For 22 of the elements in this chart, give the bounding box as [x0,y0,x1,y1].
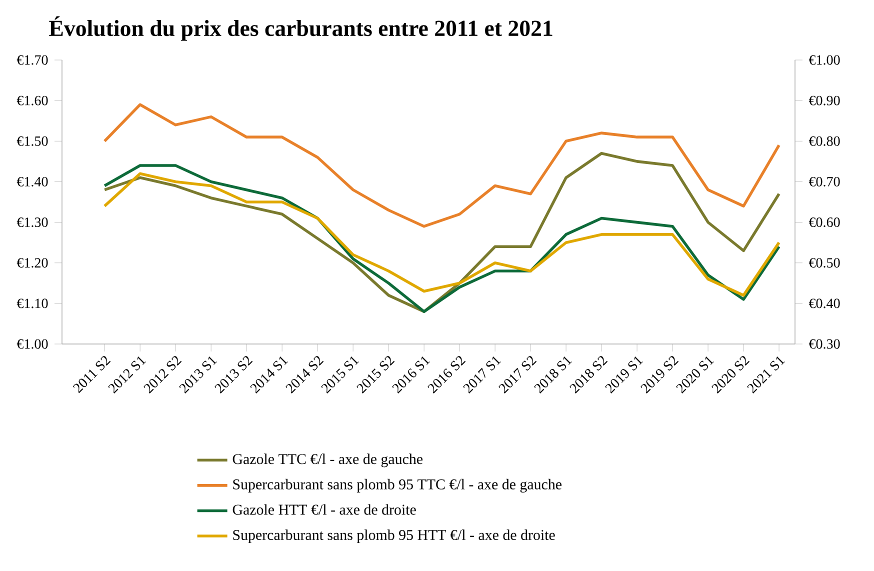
y-tick-label: €1.60 [16,96,48,106]
y-tick-label: €1.30 [16,218,48,228]
legend-label: Gazole HTT €/l - axe de droite [232,504,416,515]
legend-label: Gazole TTC €/l - axe de gauche [232,454,423,468]
y2-tick-label: €0.50 [808,258,840,268]
y2-tick-label: €0.30 [808,339,840,349]
y2-tick-label: €0.40 [808,298,840,308]
y-tick-label: €1.50 [16,136,48,146]
legend-label: Supercarburant sans plomb 95 TTC €/l - axe de gauche [233,478,562,493]
chart-title: Évolution du prix des carburants entre 2011 et 2021 [49,16,552,41]
line-series [103,103,780,228]
y2-tick-label: €0.60 [808,218,840,228]
y-tick-label: €1.40 [16,176,48,186]
y2-tick-label: €0.90 [808,96,840,106]
y-tick-label: €1.20 [16,258,48,268]
y2-tick-label: €0.80 [808,136,840,146]
y-tick-label: €1.10 [16,298,48,308]
y-tick-label: €1.70 [16,55,48,65]
legend-label: Supercarburant sans plomb 95 HTT €/l - axe de droite [233,530,555,544]
y2-tick-label: €1.00 [808,55,840,65]
y-tick-label: €1.00 [16,339,48,349]
y2-tick-label: €0.70 [808,176,840,186]
